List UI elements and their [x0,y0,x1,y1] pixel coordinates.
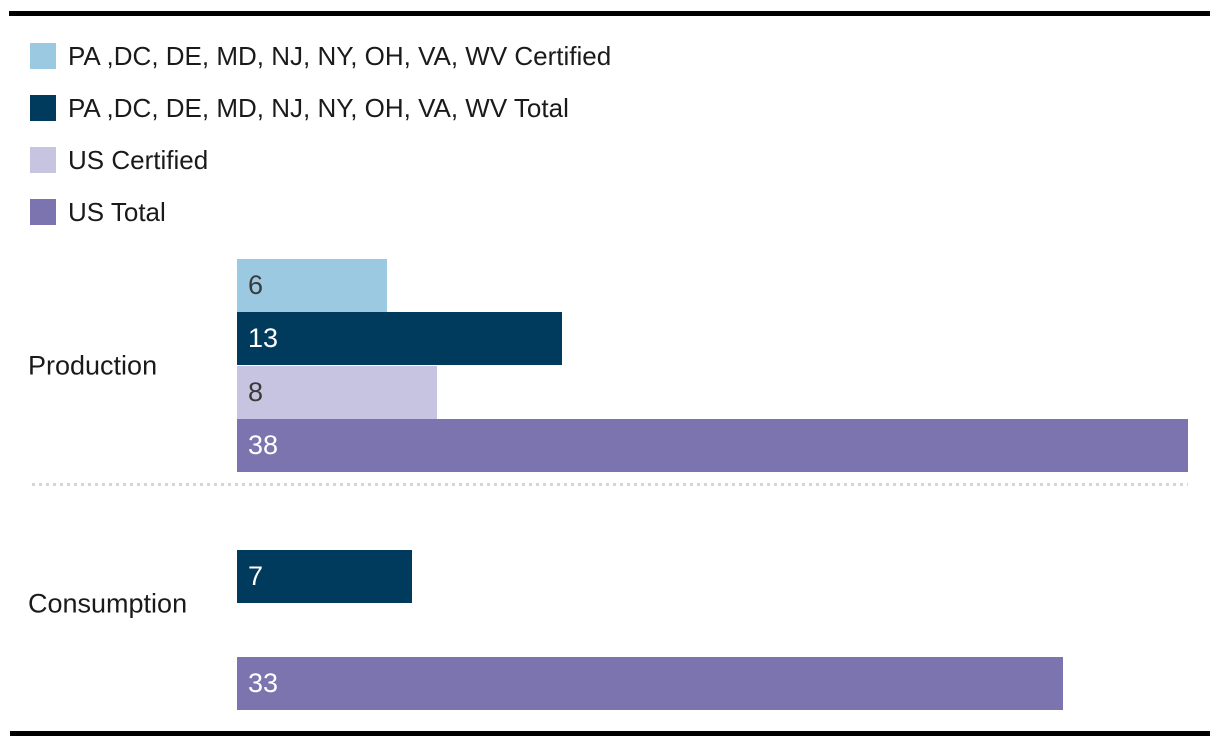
separator-line [32,483,1188,486]
legend-label: PA ,DC, DE, MD, NJ, NY, OH, VA, WV Certi… [68,41,612,71]
legend-label: PA ,DC, DE, MD, NJ, NY, OH, VA, WV Total [68,93,569,123]
legend-item: PA ,DC, DE, MD, NJ, NY, OH, VA, WV Total [30,95,611,121]
top-rule [9,11,1210,16]
bar-value-label: 6 [248,270,264,300]
bar: 38 [237,419,1188,472]
bar-value-label: 13 [248,323,279,353]
bar-group-production: Production 6 13 8 38 [0,259,1220,472]
legend-swatch-icon [30,199,56,225]
bar: 8 [237,366,438,419]
bar-group-consumption: Consumption 7 33 [0,497,1220,711]
bar: 7 [237,550,413,603]
legend-label: US Certified [68,145,209,175]
legend-swatch-icon [30,147,56,173]
bar: 13 [237,312,563,365]
bar-value-label: 38 [248,430,279,460]
legend: PA ,DC, DE, MD, NJ, NY, OH, VA, WV Certi… [30,43,611,251]
legend-item: US Total [30,199,611,225]
legend-item: US Certified [30,147,611,173]
legend-swatch-icon [30,43,56,69]
bar-value-label: 33 [248,668,279,698]
category-label: Production [28,350,158,380]
bar-value-label: 7 [248,561,264,591]
legend-item: PA ,DC, DE, MD, NJ, NY, OH, VA, WV Certi… [30,43,611,69]
legend-swatch-icon [30,95,56,121]
legend-label: US Total [68,197,166,227]
bottom-rule [10,731,1210,736]
bar: 33 [237,657,1063,710]
category-label: Consumption [28,588,188,619]
bar: 6 [237,259,388,312]
bar-value-label: 8 [248,377,264,407]
